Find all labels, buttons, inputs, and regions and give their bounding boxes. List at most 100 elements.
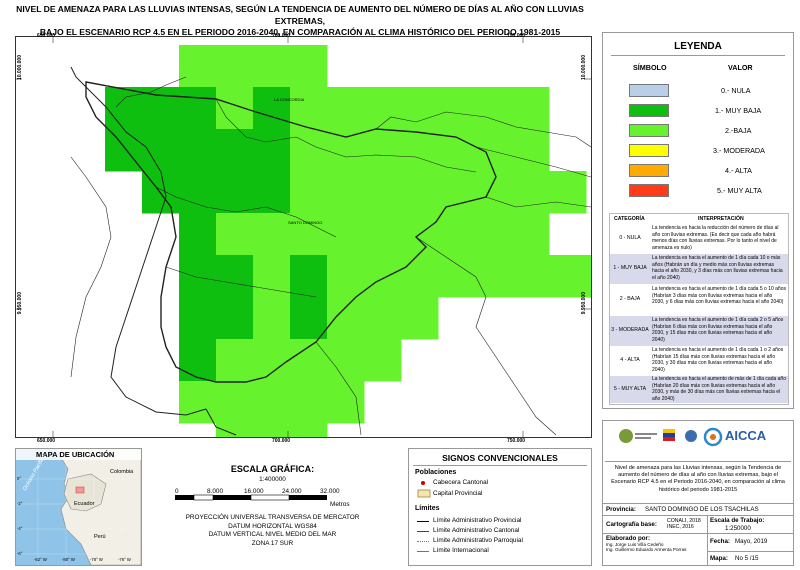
- interp-cat: 2 - BAJA: [619, 296, 641, 302]
- grid-cell-muy-baja: [253, 171, 291, 214]
- grid-cell-baja: [327, 381, 365, 424]
- symbols-limit-provincial: Límite Administrativo Provincial: [433, 517, 522, 524]
- grid-cell-baja: [290, 45, 328, 88]
- grid-cell-muy-baja: [179, 129, 217, 172]
- fecha-label: Fecha:: [710, 538, 730, 545]
- location-inset-map[interactable]: MAPA DE UBICACIÓN Colombia Ecuador Perú …: [15, 448, 142, 566]
- grid-cell-muy-baja: [179, 339, 217, 382]
- inset-label-peru: Perú: [94, 534, 106, 540]
- mapa-label: Mapa:: [710, 555, 728, 562]
- grid-cell-baja: [512, 255, 550, 298]
- place-label-santo-domingo: SANTO DOMINGO: [288, 220, 323, 225]
- projection-line-4: ZONA 17 SUR: [251, 539, 294, 547]
- grid-cell-baja: [364, 171, 402, 214]
- interp-row-muy-alta: 5 - MUY ALTA La tendencia es hacia el au…: [610, 376, 788, 403]
- grid-cell-baja: [253, 255, 291, 298]
- inset-lat-3: -4°: [17, 526, 23, 531]
- interp-desc: La tendencia es hacia el aumento de 1 dí…: [652, 286, 786, 306]
- grid-cell-baja: [216, 45, 254, 88]
- provincial-boundary: [85, 81, 497, 383]
- x-tick-bottom-3: 750.000: [507, 438, 526, 444]
- symbols-panel: SIGNOS CONVENCIONALES Poblaciones Cabece…: [408, 448, 592, 566]
- inset-lon-3: -78° W: [90, 557, 103, 562]
- agency-logo: [683, 429, 699, 443]
- grid-cell-baja: [290, 171, 328, 214]
- inset-lon-1: -82° W: [34, 557, 47, 562]
- grid-cell-baja: [438, 255, 476, 298]
- grid-cell-muy-baja: [290, 255, 328, 298]
- x-tick-top-2: 700.000: [272, 33, 291, 39]
- grid-cell-muy-baja: [216, 171, 254, 214]
- legend-divider: [611, 55, 785, 56]
- grid-cell-muy-baja: [179, 87, 217, 130]
- grid-cell-baja: [401, 171, 439, 214]
- symbols-limit-parroquial: Límite Administrativo Parroquial: [433, 537, 523, 544]
- scale-label-0: 0: [175, 488, 179, 495]
- x-tick-top-3: 750.000: [507, 33, 526, 39]
- grid-cell-muy-baja: [105, 129, 143, 172]
- grid-cell-baja: [253, 381, 291, 424]
- elaborado-label: Elaborado por:: [606, 535, 651, 542]
- x-tick-top-1: 650.000: [37, 33, 56, 39]
- inset-label-ecuador: Ecuador: [74, 501, 95, 507]
- ecuador-shield-icon: [661, 429, 677, 443]
- grid-cell-baja: [290, 129, 328, 172]
- parish-boundary-8: [165, 266, 317, 298]
- grid-cell-muy-baja: [179, 171, 217, 214]
- grid-cell-baja: [290, 423, 328, 437]
- legend-label-nula: 0.- NULA: [721, 86, 751, 95]
- grid-cell-baja: [327, 213, 365, 256]
- provincia-row: Provincia: SANTO DOMINGO DE LOS TSACHILA…: [603, 503, 793, 516]
- threat-grid: [105, 45, 591, 437]
- grid-cell-baja: [475, 87, 513, 130]
- y-tick-left-1: 10.000.000: [17, 55, 23, 81]
- cabecera-cantonal-icon: [421, 481, 425, 485]
- grid-cell-baja: [512, 129, 550, 172]
- grid-cell-muy-baja: [179, 213, 217, 256]
- symbols-capital: Capital Provincial: [433, 490, 483, 497]
- grid-cell-baja: [327, 339, 365, 382]
- interp-desc: La tendencia es hacia el aumento de más …: [652, 376, 786, 402]
- graticule: [16, 449, 141, 565]
- grid-cell-baja: [253, 339, 291, 382]
- grid-cell-muy-baja: [216, 129, 254, 172]
- mapa-row: Mapa: No 5 /15: [707, 551, 793, 566]
- grid-cell-baja: [327, 255, 365, 298]
- grid-cell-baja: [364, 297, 402, 340]
- grid-cell-baja: [216, 381, 254, 424]
- x-tick-bottom-2: 700.000: [272, 438, 291, 444]
- interpretation-table: CATEGORÍA INTERPRETACIÓN 0 - NULA La ten…: [609, 213, 789, 405]
- legend-panel: LEYENDA SÍMBOLO VALOR 0.- NULA 1.- MUY B…: [602, 32, 794, 409]
- capital-provincial-icon: [417, 489, 431, 498]
- cartografia-value: CONALI, 2018 INEC, 2016: [667, 518, 701, 531]
- interp-cat: 4 - ALTA: [620, 357, 640, 363]
- grid-cell-muy-baja: [179, 255, 217, 298]
- scale-bar: [175, 494, 327, 501]
- grid-cell-baja: [438, 213, 476, 256]
- grid-cell-baja: [438, 87, 476, 130]
- scale-title: ESCALA GRÁFICA:: [230, 464, 315, 474]
- interp-row-alta: 4 - ALTA La tendencia es hacia el aument…: [610, 347, 788, 375]
- legend-swatch-nula: [629, 84, 669, 97]
- parish-boundary-6: [215, 98, 477, 173]
- legend-label-baja: 2.-BAJA: [725, 126, 752, 135]
- scale-label-4: 32.000: [320, 488, 340, 495]
- grid-cell-baja: [216, 339, 254, 382]
- projection-line-3: DATUM VERTICAL NIVEL MEDIO DEL MAR: [208, 531, 337, 538]
- x-tick-bottom-1: 650.000: [37, 438, 56, 444]
- parish-boundary-4: [315, 341, 362, 436]
- interp-desc: La tendencia es hacia el aumento de 1 dí…: [652, 255, 783, 281]
- inset-label-colombia: Colombia: [110, 469, 134, 475]
- grid-cell-baja: [364, 339, 402, 382]
- main-map[interactable]: LA CONCORDIA SANTO DOMINGO: [15, 36, 592, 438]
- elaborado-person-2: Ing. Guillermo Eduardo Armenta Porras: [606, 547, 687, 552]
- grid-cell-baja: [512, 87, 550, 130]
- interp-row-moderada: 3 - MODERADA La tendencia es hacia el au…: [610, 316, 788, 346]
- grid-cell-baja: [290, 339, 328, 382]
- grid-cell-baja: [253, 297, 291, 340]
- y-tick-right-1: 10.000.000: [581, 55, 587, 81]
- title-line-2: BAJO EL ESCENARIO RCP 4.5 EN EL PERIODO …: [39, 27, 561, 37]
- grid-cell-muy-baja: [253, 87, 291, 130]
- grid-cell-muy-baja: [290, 297, 328, 340]
- legend-swatch-baja: [629, 124, 669, 137]
